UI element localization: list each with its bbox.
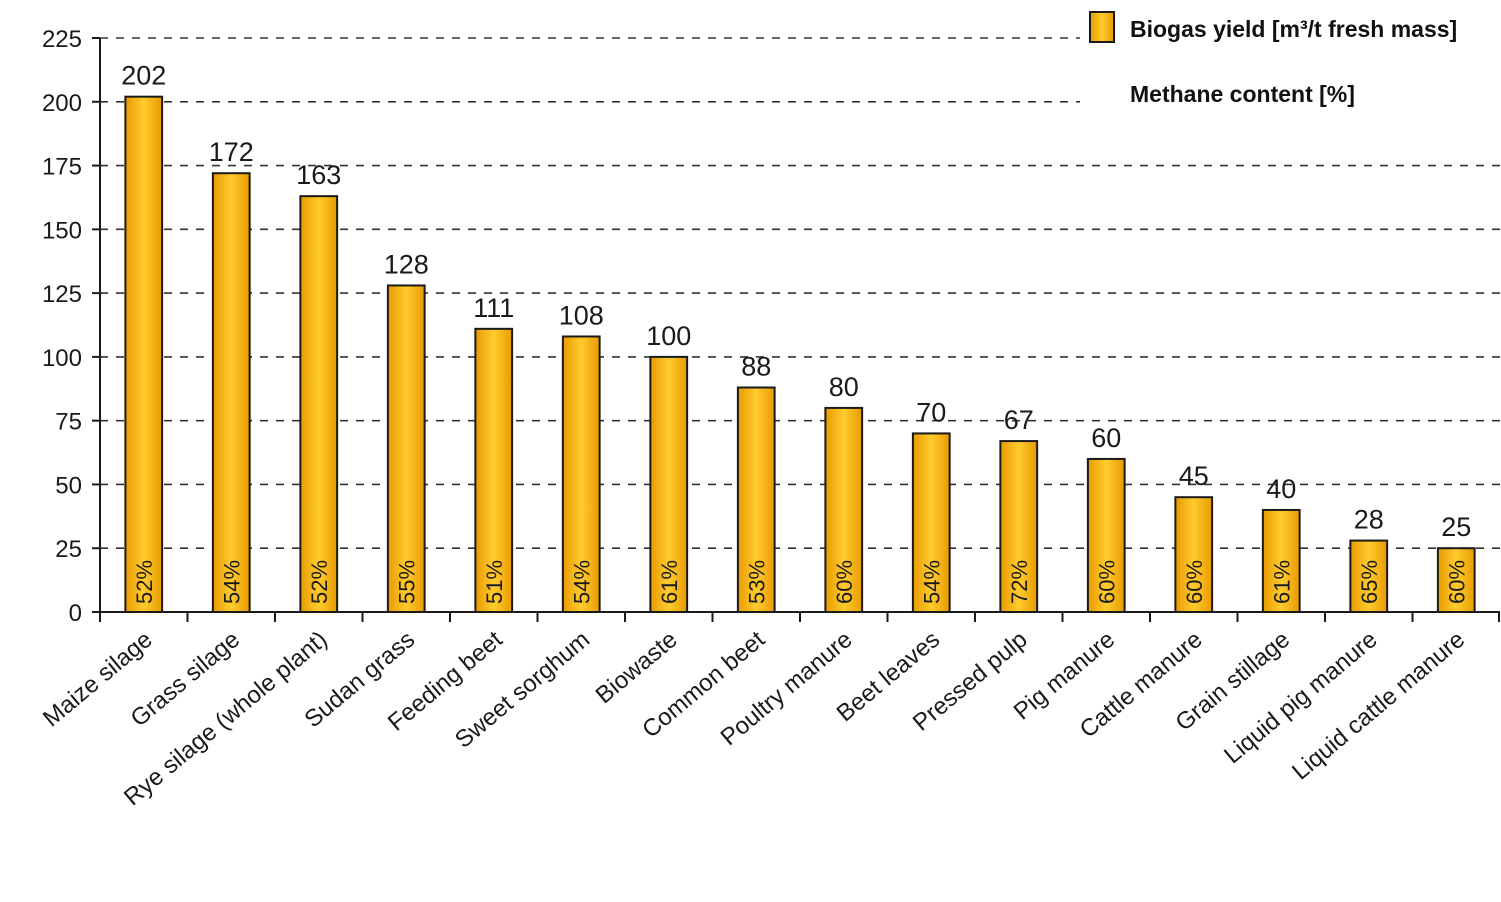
bar xyxy=(386,284,426,613)
bar xyxy=(1174,496,1214,614)
methane-label: 61% xyxy=(657,560,682,604)
bar xyxy=(561,335,601,613)
bar-value-label: 128 xyxy=(384,249,429,279)
bar xyxy=(299,195,339,613)
y-tick-label: 50 xyxy=(55,472,82,499)
bar-value-label: 100 xyxy=(646,321,691,351)
bar-value-label: 70 xyxy=(916,397,946,427)
methane-label: 60% xyxy=(832,560,857,604)
y-tick-label: 100 xyxy=(42,345,82,372)
legend-swatch-biogas xyxy=(1089,11,1115,43)
methane-label: 54% xyxy=(219,560,244,604)
bar xyxy=(211,172,251,613)
y-tick-label: 175 xyxy=(42,154,82,181)
y-tick-label: 25 xyxy=(55,536,82,563)
bar-value-label: 25 xyxy=(1441,512,1471,542)
legend-label-methane: Methane content [%] xyxy=(1130,81,1355,107)
bar xyxy=(649,355,689,613)
legend: Biogas yield [m³/t fresh mass] Methane c… xyxy=(1089,11,1457,107)
category-label: Liquid pig manure xyxy=(1219,626,1383,769)
bar xyxy=(999,440,1039,613)
bar-value-label: 60 xyxy=(1091,423,1121,453)
bar xyxy=(1436,547,1476,614)
methane-label: 55% xyxy=(394,560,419,604)
bar-value-label: 88 xyxy=(741,352,771,382)
bar xyxy=(474,327,514,613)
bar-value-label: 45 xyxy=(1179,461,1209,491)
methane-label: 65% xyxy=(1357,560,1382,604)
bar-value-label: 111 xyxy=(473,293,514,323)
y-tick-label: 75 xyxy=(55,409,82,436)
y-tick-label: 200 xyxy=(42,90,82,117)
bar-value-label: 28 xyxy=(1354,505,1384,535)
y-tick-label: 125 xyxy=(42,281,82,308)
methane-label: 60% xyxy=(1182,560,1207,604)
bar-value-label: 172 xyxy=(209,137,254,167)
methane-label: 54% xyxy=(569,560,594,604)
methane-label: 61% xyxy=(1269,560,1294,604)
legend-label-biogas: Biogas yield [m³/t fresh mass] xyxy=(1130,16,1457,42)
bar-value-label: 40 xyxy=(1266,474,1296,504)
methane-label: 54% xyxy=(919,560,944,604)
y-tick-label: 225 xyxy=(42,26,82,53)
bar-value-label: 202 xyxy=(121,61,166,91)
bar xyxy=(824,406,864,613)
gridlines xyxy=(100,37,1500,550)
methane-label: 51% xyxy=(482,560,507,604)
bar-value-label: 67 xyxy=(1004,405,1034,435)
bar xyxy=(1261,508,1301,614)
bar xyxy=(1086,457,1126,613)
bar xyxy=(736,386,776,613)
methane-label: 52% xyxy=(307,560,332,604)
bar-value-label: 80 xyxy=(829,372,859,402)
bar xyxy=(124,95,164,614)
methane-label: 53% xyxy=(744,560,769,604)
bar-value-label: 108 xyxy=(559,300,604,330)
y-tick-label: 150 xyxy=(42,217,82,244)
bar-value-label: 163 xyxy=(296,160,341,190)
y-tick-label: 0 xyxy=(69,600,82,627)
methane-label: 72% xyxy=(1007,560,1032,604)
methane-label: 52% xyxy=(132,560,157,604)
methane-label: 60% xyxy=(1444,560,1469,604)
methane-label: 60% xyxy=(1094,560,1119,604)
bars xyxy=(124,95,1476,614)
bar xyxy=(1349,539,1389,614)
bar xyxy=(911,432,951,613)
